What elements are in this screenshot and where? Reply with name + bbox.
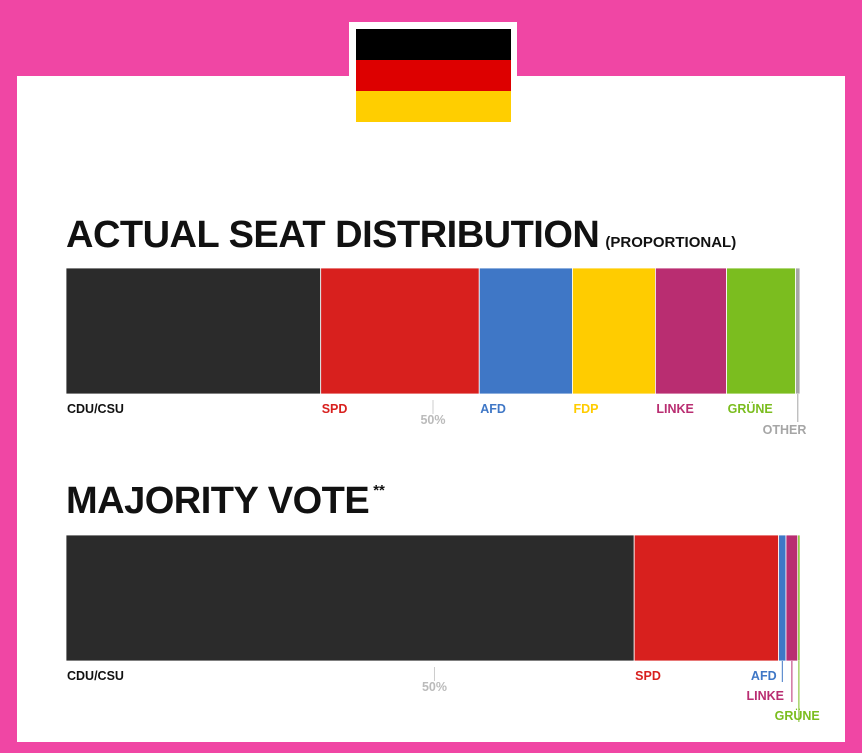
seat-distribution-heading: ACTUAL SEAT DISTRIBUTION (PROPORTIONAL) [66, 214, 736, 257]
bar-label-other: OTHER [763, 423, 807, 437]
stacked-bar-2: 50% CDU/CSU SPD AFD LINKE GRÜNE [65, 534, 820, 723]
bar-segment-fdp [572, 267, 656, 395]
majority-vote-footnote-mark: ** [373, 482, 385, 499]
bar-label-afd: AFD [751, 669, 777, 683]
flag-stripe-gold [356, 91, 511, 122]
bar-segment-spd [633, 534, 780, 662]
bar-label-afd: AFD [480, 402, 506, 416]
bar-segment-spd [320, 267, 480, 395]
bar-segment-cdu-csu [65, 534, 635, 662]
bar-label-fdp: FDP [573, 402, 598, 416]
stacked-bar-1: 50% CDU/CSU SPD AFD FDP LINKE GRÜNE OTHER [65, 267, 807, 437]
seat-distribution-subtitle: (PROPORTIONAL) [605, 234, 737, 251]
flag-stripe-red [356, 60, 511, 91]
flag-stripe-black [356, 29, 511, 60]
bar-label-linke: LINKE [656, 402, 694, 416]
midline-label: 50% [420, 413, 445, 427]
bar-label-spd: SPD [322, 402, 348, 416]
bar-segment-linke [785, 534, 799, 662]
bar-segment-other [795, 267, 801, 395]
bar-label-cdu-csu: CDU/CSU [67, 402, 124, 416]
bar-segment-linke [655, 267, 727, 395]
bar-segment-cdu-csu [65, 267, 322, 395]
seat-distribution-title: ACTUAL SEAT DISTRIBUTION [66, 214, 600, 256]
bar-label-grüne: GRÜNE [775, 708, 820, 723]
midline-label: 50% [422, 680, 447, 694]
bar-label-cdu-csu: CDU/CSU [67, 669, 124, 683]
flag-frame [349, 22, 517, 128]
majority-vote-title: MAJORITY VOTE [66, 480, 370, 522]
bar-segment-afd [778, 534, 787, 662]
germany-flag-icon [356, 29, 511, 122]
bar-segment-grüne [797, 534, 801, 662]
bar-label-spd: SPD [635, 669, 661, 683]
bar-label-grüne: GRÜNE [728, 401, 773, 416]
bar-label-linke: LINKE [746, 689, 784, 703]
bar-segment-afd [478, 267, 573, 395]
bar-segment-grüne [726, 267, 796, 395]
majority-vote-heading: MAJORITY VOTE ** [66, 480, 385, 523]
